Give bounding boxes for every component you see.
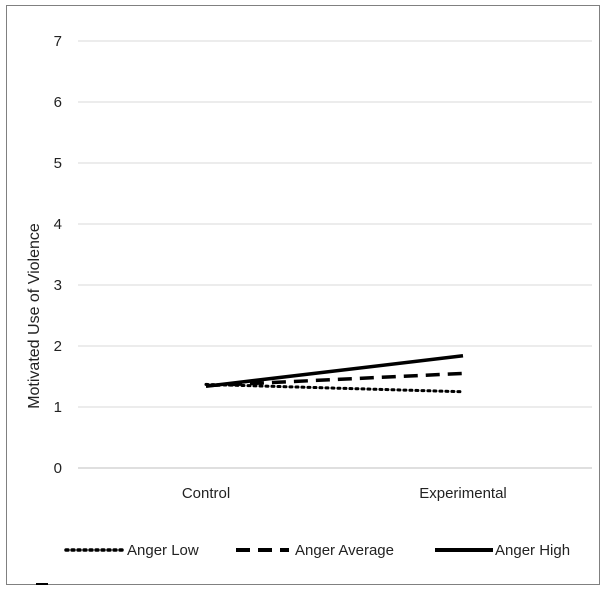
y-tick-label-1: 1 bbox=[54, 399, 62, 416]
x-tick-label-experimental: Experimental bbox=[419, 485, 507, 502]
series-line-anger-low bbox=[204, 382, 465, 394]
y-tick-labels: 0 1 2 3 4 5 6 7 bbox=[54, 33, 62, 477]
y-axis-label: Motivated Use of Violence bbox=[26, 223, 43, 409]
y-tick-label-4: 4 bbox=[54, 216, 62, 233]
series-line-anger-high bbox=[205, 354, 464, 388]
x-tick-label-control: Control bbox=[182, 485, 230, 502]
legend-label-anger-high: Anger High bbox=[495, 542, 570, 559]
legend-label-anger-low: Anger Low bbox=[127, 542, 199, 559]
legend: Anger Low Anger Average Anger High bbox=[64, 542, 570, 559]
y-tick-label-2: 2 bbox=[54, 338, 62, 355]
gridlines bbox=[78, 40, 592, 469]
y-tick-label-0: 0 bbox=[54, 460, 62, 477]
series-line-anger-average bbox=[205, 371, 464, 388]
y-tick-label-6: 6 bbox=[54, 94, 62, 111]
series-lines bbox=[204, 354, 465, 394]
y-tick-label-7: 7 bbox=[54, 33, 62, 50]
legend-label-anger-average: Anger Average bbox=[295, 542, 394, 559]
x-tick-labels: Control Experimental bbox=[182, 485, 507, 502]
y-tick-label-5: 5 bbox=[54, 155, 62, 172]
y-tick-label-3: 3 bbox=[54, 277, 62, 294]
